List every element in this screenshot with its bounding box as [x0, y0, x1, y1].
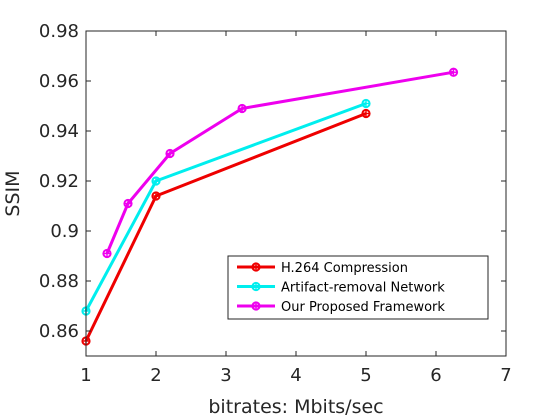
y-tick-label-2: 0.9 — [50, 221, 79, 242]
ticks-layer: 1 2 3 4 5 6 7 0.86 0.88 0.9 0.92 0.94 0.96 0.98 — [39, 21, 512, 386]
series-2-point-2 — [165, 148, 175, 159]
series-0-point-2 — [361, 108, 371, 119]
x-tick-label-6: 7 — [500, 365, 511, 386]
y-tick-label-3: 0.92 — [39, 171, 79, 192]
series-2 — [102, 67, 459, 259]
legend-marker-1 — [251, 281, 261, 292]
y-tick-label-1: 0.88 — [39, 271, 79, 292]
series-2-point-0 — [102, 248, 112, 259]
series-2-point-4 — [448, 67, 459, 77]
legend-item-0: H.264 Compression — [237, 261, 408, 276]
legend-marker-2 — [251, 301, 261, 311]
series-layer — [81, 67, 459, 346]
legend-item-2: Our Proposed Framework — [237, 300, 445, 315]
legend: H.264 Compression Artifact-removal Networ… — [227, 255, 489, 320]
series-0-point-1 — [151, 191, 161, 201]
series-2-point-1 — [123, 198, 133, 209]
legend-label-1: Artifact-removal Network — [281, 281, 445, 296]
y-axis-label: SSIM — [2, 170, 24, 216]
x-tick-label-1: 2 — [150, 365, 161, 386]
x-tick-label-5: 6 — [430, 365, 441, 386]
x-tick-label-0: 1 — [80, 365, 91, 386]
legend-item-1: Artifact-removal Network — [237, 281, 445, 296]
y-tick-label-0: 0.86 — [39, 321, 79, 342]
x-tick-label-2: 3 — [220, 365, 231, 386]
y-tick-label-6: 0.98 — [39, 21, 79, 42]
legend-label-2: Our Proposed Framework — [281, 300, 445, 315]
series-1-point-2 — [361, 98, 371, 109]
x-tick-label-3: 4 — [290, 365, 301, 386]
legend-label-0: H.264 Compression — [281, 261, 408, 276]
y-tick-label-5: 0.96 — [39, 71, 79, 92]
y-tick-label-4: 0.94 — [39, 121, 79, 142]
x-axis-label: bitrates: Mbits/sec — [208, 396, 383, 418]
series-1-point-1 — [151, 176, 161, 186]
x-tick-label-4: 5 — [360, 365, 371, 386]
legend-marker-0 — [251, 262, 261, 272]
series-2-point-3 — [237, 103, 247, 114]
